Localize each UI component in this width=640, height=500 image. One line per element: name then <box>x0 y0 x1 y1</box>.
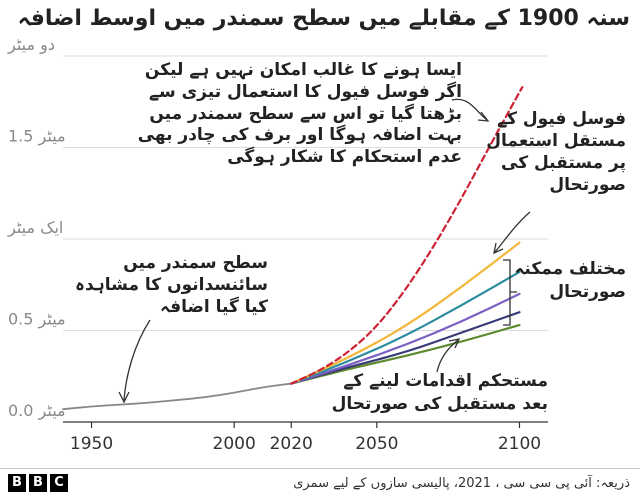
logo-letter: B <box>8 474 26 492</box>
logo-letter: C <box>50 474 68 492</box>
x-tick-label: 2050 <box>355 434 398 454</box>
annotation-line: اگر فوسل فیول کا استعمال تیزی سے <box>149 81 462 102</box>
logo-letter: B <box>29 474 47 492</box>
annotation-line: سائنسدانوں کا مشاہدہ <box>75 275 268 296</box>
y-tick-label: دو میٹر <box>7 35 55 55</box>
arrow-observed-head <box>118 391 130 404</box>
y-axis-labels: 0.0 میٹر 0.5 میٹر ایک میٹر 1.5 میٹر دو میٹر <box>7 35 66 421</box>
x-tick-label: 1950 <box>70 434 113 454</box>
x-tick-label: 2100 <box>498 434 541 454</box>
arrow-strong-action-head <box>448 338 461 349</box>
arrow-fossil-fuel <box>494 211 531 253</box>
annotation-line: مختلف ممکنہ <box>514 259 626 279</box>
x-tick-label: 2020 <box>270 434 313 454</box>
annotation-line: صورتحال <box>549 281 626 302</box>
y-tick-label: 0.5 میٹر <box>8 310 66 330</box>
annotation-uncertain-warning: ایسا ہونے کا غالب امکان نہیں ہے لیکن اگر… <box>138 60 462 169</box>
x-axis: 1950 2000 2020 2050 2100 <box>63 421 548 454</box>
series-layer <box>62 86 524 411</box>
annotation-line: سطح سمندر میں <box>123 253 268 273</box>
bbc-logo: B B C <box>8 474 68 492</box>
y-tick-label: 1.5 میٹر <box>8 127 66 147</box>
arrow-observed <box>123 319 151 401</box>
annotation-line: بڑھتا گیا تو اس سے سطح سمندر میں <box>149 103 462 124</box>
annotation-line: فوسل فیول کے <box>497 109 626 129</box>
annotation-line: مستحکم اقدامات لینے کے <box>343 371 548 391</box>
annotation-line: صورتحال <box>549 175 626 196</box>
annotation-line: عدم استحکام کا شکار ہوگی <box>227 147 462 167</box>
annotation-strong-action: مستحکم اقدامات لینے کے بعد مستقبل کی صور… <box>332 370 548 416</box>
annotation-possible-scenarios: مختلف ممکنہ صورتحال <box>514 258 626 304</box>
annotation-fossil-fuel-scenario: فوسل فیول کے مستقل استعمال پر مستقبل کی … <box>486 108 626 196</box>
annotation-arrows <box>118 98 531 404</box>
annotation-line: بعد مستقبل کی صورتحال <box>331 393 548 414</box>
annotation-line: ایسا ہونے کا غالب امکان نہیں ہے لیکن <box>144 60 462 80</box>
bracket-scenarios <box>503 259 517 326</box>
series-line-high-emissions-low-likelihood <box>290 86 524 385</box>
annotation-line: بہت اضافہ ہوگا اور برف کی چادر بھی <box>137 125 462 146</box>
source-note: ذریعہ: آئی پی سی سی ، 2021، پالیسی سازوں… <box>293 476 630 491</box>
annotation-observed-rise: سطح سمندر میں سائنسدانوں کا مشاہدہ کیا گ… <box>75 252 268 318</box>
series-line-observed <box>62 382 293 411</box>
y-tick-label: ایک میٹر <box>7 218 63 238</box>
arrow-strong-action <box>436 339 459 373</box>
annotation-line: مستقل استعمال <box>486 131 626 152</box>
x-tick-label: 2000 <box>213 434 256 454</box>
annotation-line: پر مستقبل کی <box>501 153 626 174</box>
arrow-uncertain-warning-head <box>477 111 490 122</box>
footer-divider <box>0 468 640 469</box>
y-tick-label: 0.0 میٹر <box>8 401 66 421</box>
arrow-uncertain-warning <box>451 98 488 121</box>
chart-title: سنہ 1900 کے مقابلے میں سطح سمندر میں اوس… <box>17 6 630 31</box>
annotation-line: کیا گیا اضافہ <box>160 297 268 318</box>
arrow-fossil-fuel-head <box>493 242 504 255</box>
series-line-scenario-1 <box>290 241 521 385</box>
